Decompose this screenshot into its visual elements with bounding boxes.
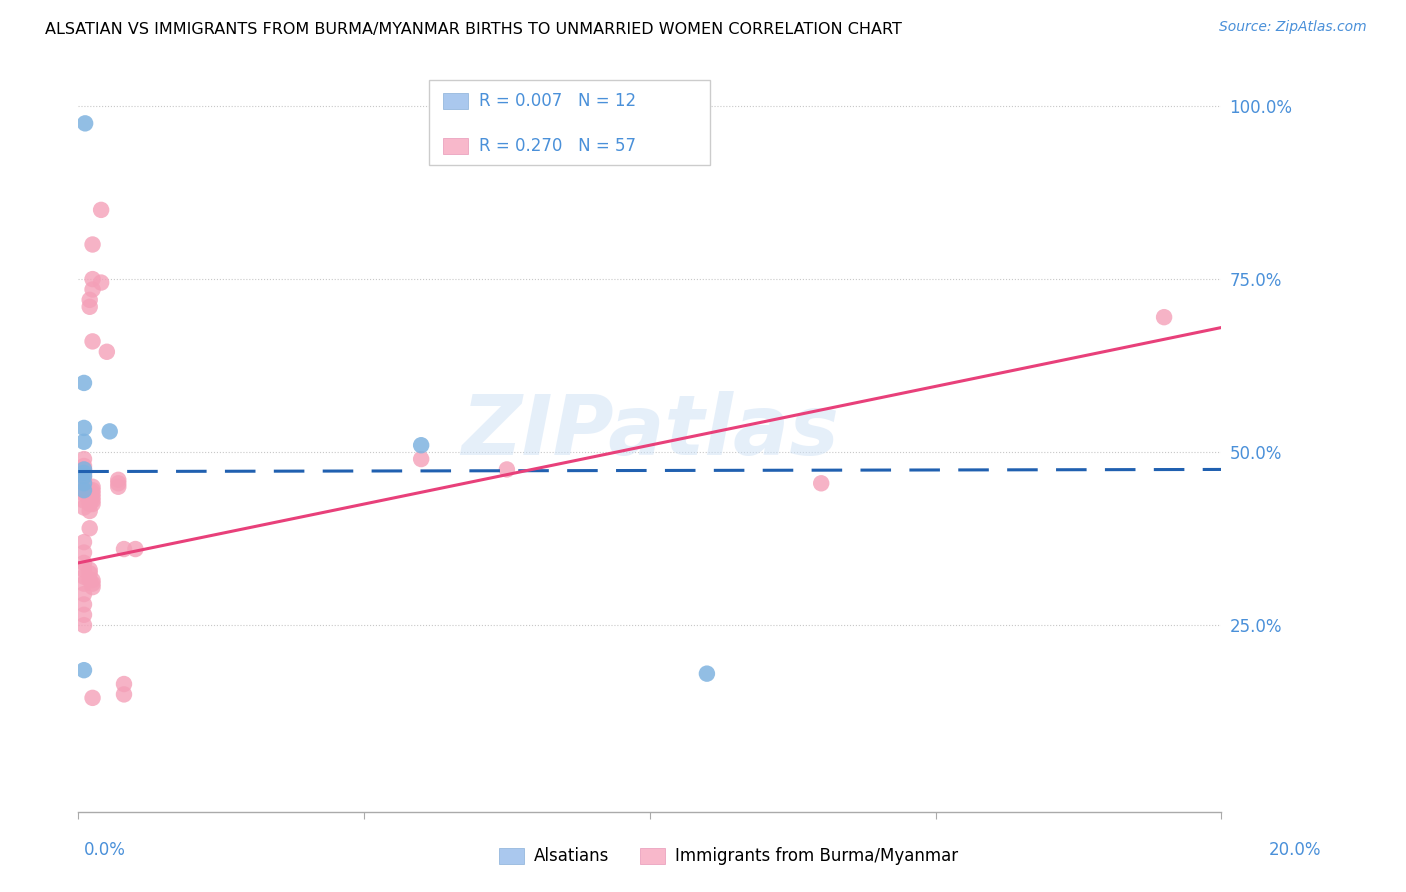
Point [96,344,118,359]
Point [124,542,146,557]
Point [73,469,96,483]
Point [73,483,96,498]
Point [79,504,101,518]
Point [82,283,104,297]
Point [73,545,96,559]
Point [73,476,96,491]
Point [112,687,135,701]
Point [73,576,96,591]
Point [73,598,96,612]
Point [90,202,112,217]
Point [112,677,135,691]
Text: ALSATIAN VS IMMIGRANTS FROM BURMA/MYANMAR BIRTHS TO UNMARRIED WOMEN CORRELATION : ALSATIAN VS IMMIGRANTS FROM BURMA/MYANMA… [45,22,901,37]
Point [73,563,96,577]
Point [73,421,96,435]
Point [79,563,101,577]
Point [73,500,96,515]
Text: 20.0%: 20.0% [1270,841,1322,859]
Point [107,473,129,487]
Point [73,473,96,487]
Point [79,293,101,307]
Point [73,570,96,584]
Point [73,486,96,500]
Point [73,458,96,473]
Text: R = 0.270   N = 57: R = 0.270 N = 57 [479,137,637,155]
Text: 0.0%: 0.0% [84,841,127,859]
Point [73,663,96,677]
Point [73,556,96,570]
Point [82,490,104,504]
Point [82,486,104,500]
Point [90,276,112,290]
Point [82,573,104,587]
Point [73,607,96,622]
Point [73,587,96,601]
Point [810,476,832,491]
Point [79,566,101,581]
Point [411,438,433,452]
Point [1153,310,1175,325]
Point [73,535,96,549]
Point [73,462,96,476]
Point [112,542,135,557]
Point [73,462,96,476]
Point [75,116,97,130]
Point [73,469,96,483]
Point [496,462,519,476]
Point [107,480,129,494]
Point [82,580,104,594]
Point [79,490,101,504]
Point [82,237,104,252]
Point [82,483,104,498]
Point [82,690,104,705]
Text: Source: ZipAtlas.com: Source: ZipAtlas.com [1219,20,1367,34]
Point [79,300,101,314]
Point [696,666,718,681]
Text: Alsatians: Alsatians [534,847,610,865]
Text: ZIPatlas: ZIPatlas [461,391,839,472]
Point [79,483,101,498]
Point [79,486,101,500]
Point [79,521,101,535]
Point [411,452,433,467]
Point [79,497,101,511]
Point [82,272,104,286]
Point [107,476,129,491]
Point [73,476,96,491]
Point [82,480,104,494]
Point [79,573,101,587]
Point [73,466,96,480]
Text: R = 0.007   N = 12: R = 0.007 N = 12 [479,92,637,110]
Text: Immigrants from Burma/Myanmar: Immigrants from Burma/Myanmar [675,847,957,865]
Point [82,493,104,508]
Point [82,334,104,349]
Point [79,493,101,508]
Point [82,497,104,511]
Point [73,466,96,480]
Point [73,434,96,449]
Point [73,452,96,467]
Point [73,483,96,498]
Point [73,618,96,632]
Point [82,576,104,591]
Point [73,376,96,390]
Point [98,425,121,439]
Point [73,493,96,508]
